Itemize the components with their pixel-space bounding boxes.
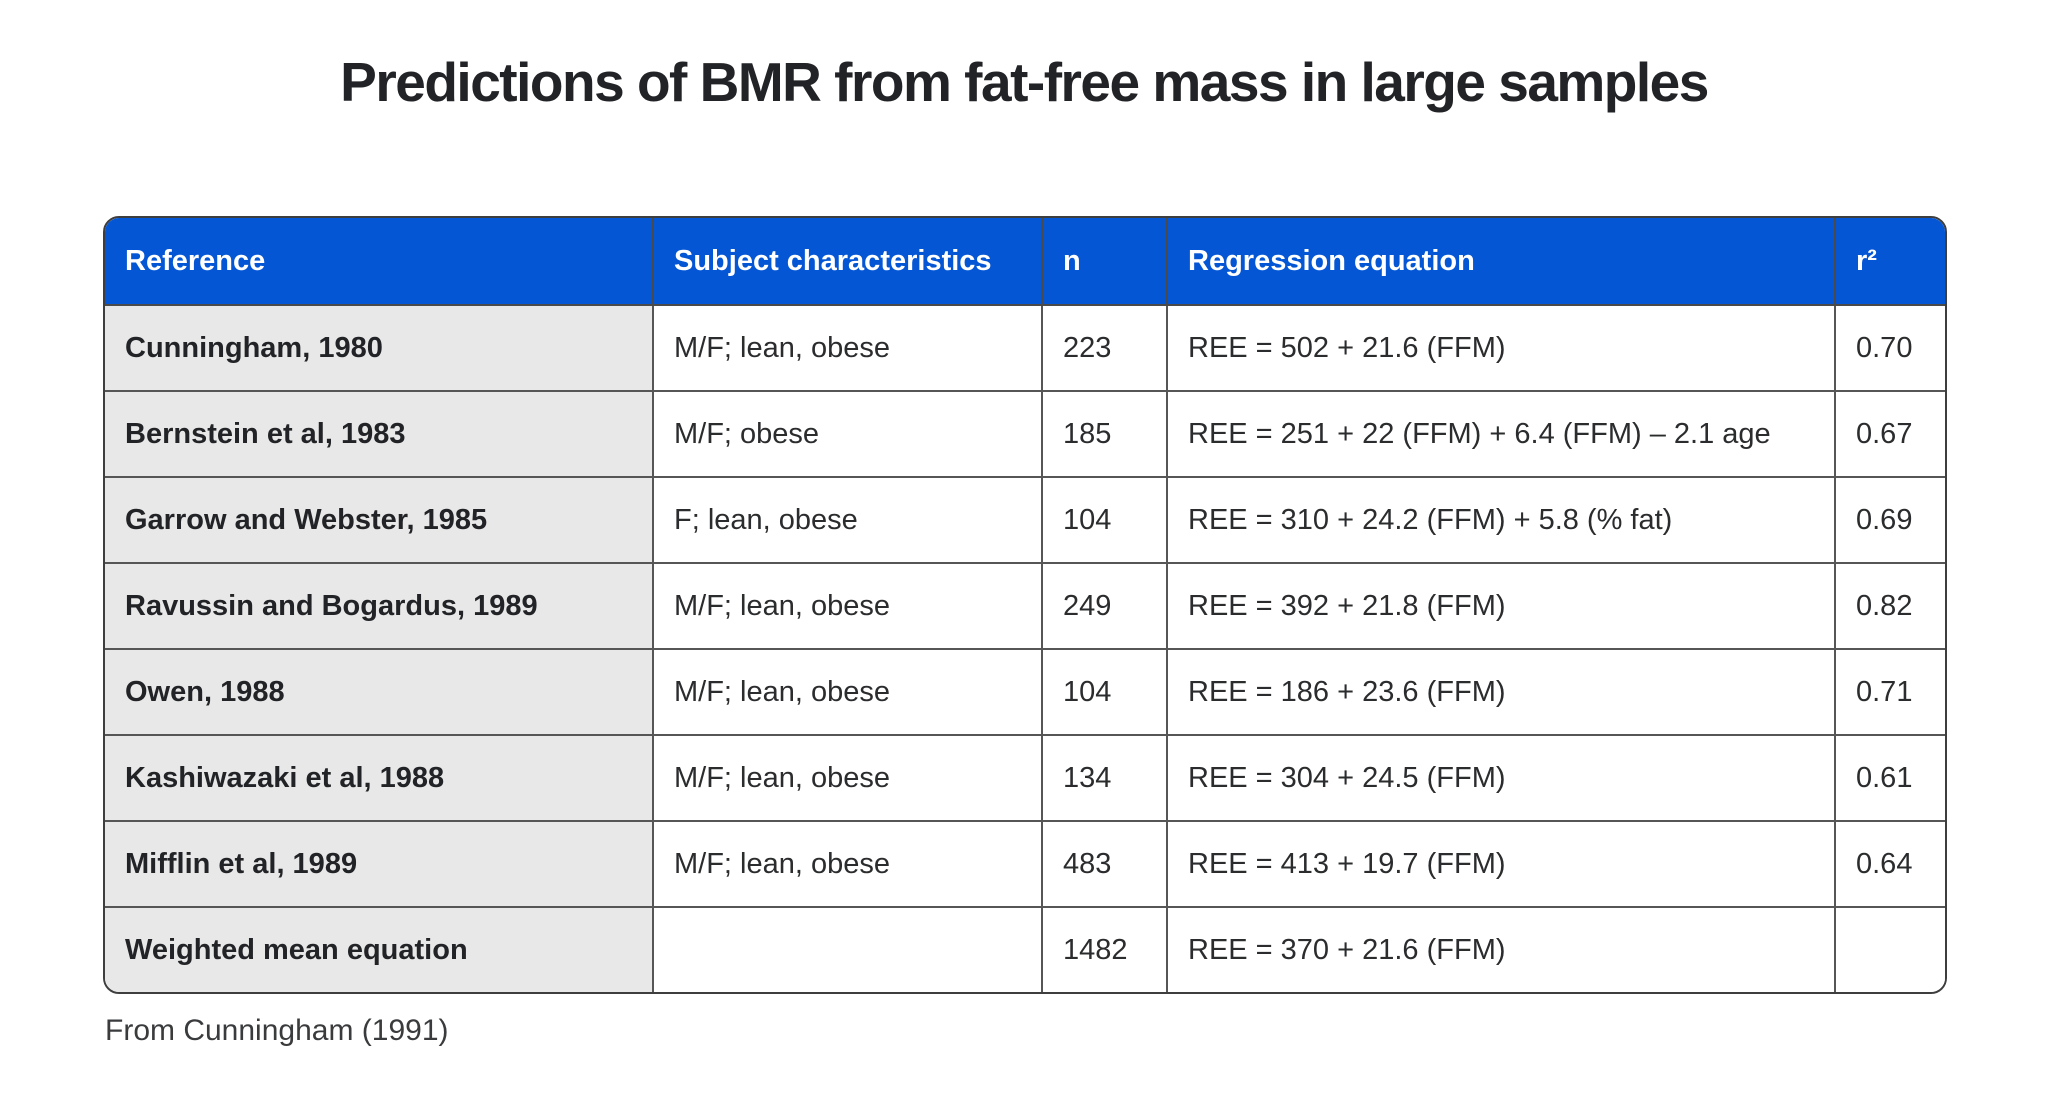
header-row: Reference Subject characteristics n Regr… [105,218,1945,306]
r2-cell: 0.71 [1834,648,1945,736]
n-cell: 104 [1041,476,1168,564]
table-header: Reference Subject characteristics n Regr… [105,218,1945,306]
bmr-predictions-table: Reference Subject characteristics n Regr… [103,216,1947,994]
subjects-cell: F; lean, obese [652,476,1043,564]
column-header-regression-equation: Regression equation [1166,218,1836,306]
table-row: Bernstein et al, 1983 M/F; obese 185 REE… [105,390,1945,478]
table-row: Owen, 1988 M/F; lean, obese 104 REE = 18… [105,648,1945,736]
reference-cell: Weighted mean equation [105,906,654,992]
table-row: Cunningham, 1980 M/F; lean, obese 223 RE… [105,304,1945,392]
column-header-reference: Reference [105,218,654,306]
reference-cell: Ravussin and Bogardus, 1989 [105,562,654,650]
n-cell: 134 [1041,734,1168,822]
data-table: Reference Subject characteristics n Regr… [105,218,1945,992]
column-header-r-squared: r² [1834,218,1945,306]
r2-cell: 0.69 [1834,476,1945,564]
table-row: Ravussin and Bogardus, 1989 M/F; lean, o… [105,562,1945,650]
page-title: Predictions of BMR from fat-free mass in… [340,51,1709,113]
r2-cell: 0.70 [1834,304,1945,392]
n-cell: 185 [1041,390,1168,478]
subjects-cell: M/F; lean, obese [652,820,1043,908]
column-header-n: n [1041,218,1168,306]
equation-cell: REE = 251 + 22 (FFM) + 6.4 (FFM) – 2.1 a… [1166,390,1836,478]
n-cell: 249 [1041,562,1168,650]
r2-cell: 0.82 [1834,562,1945,650]
reference-cell: Owen, 1988 [105,648,654,736]
table-row: Garrow and Webster, 1985 F; lean, obese … [105,476,1945,564]
subjects-cell: M/F; lean, obese [652,304,1043,392]
n-cell: 104 [1041,648,1168,736]
reference-cell: Cunningham, 1980 [105,304,654,392]
r2-cell: 0.67 [1834,390,1945,478]
r2-cell [1834,906,1945,992]
reference-cell: Bernstein et al, 1983 [105,390,654,478]
column-header-subject-characteristics: Subject characteristics [652,218,1043,306]
table-row: Weighted mean equation 1482 REE = 370 + … [105,906,1945,992]
equation-cell: REE = 304 + 24.5 (FFM) [1166,734,1836,822]
subjects-cell: M/F; lean, obese [652,562,1043,650]
table-body: Cunningham, 1980 M/F; lean, obese 223 RE… [105,304,1945,992]
equation-cell: REE = 502 + 21.6 (FFM) [1166,304,1836,392]
r2-cell: 0.64 [1834,820,1945,908]
n-cell: 1482 [1041,906,1168,992]
subjects-cell: M/F; lean, obese [652,648,1043,736]
n-cell: 483 [1041,820,1168,908]
equation-cell: REE = 310 + 24.2 (FFM) + 5.8 (% fat) [1166,476,1836,564]
subjects-cell [652,906,1043,992]
subjects-cell: M/F; obese [652,390,1043,478]
reference-cell: Kashiwazaki et al, 1988 [105,734,654,822]
reference-cell: Mifflin et al, 1989 [105,820,654,908]
reference-cell: Garrow and Webster, 1985 [105,476,654,564]
equation-cell: REE = 392 + 21.8 (FFM) [1166,562,1836,650]
n-cell: 223 [1041,304,1168,392]
equation-cell: REE = 186 + 23.6 (FFM) [1166,648,1836,736]
table-row: Kashiwazaki et al, 1988 M/F; lean, obese… [105,734,1945,822]
equation-cell: REE = 413 + 19.7 (FFM) [1166,820,1836,908]
table-row: Mifflin et al, 1989 M/F; lean, obese 483… [105,820,1945,908]
r2-cell: 0.61 [1834,734,1945,822]
source-note: From Cunningham (1991) [105,1014,449,1047]
subjects-cell: M/F; lean, obese [652,734,1043,822]
equation-cell: REE = 370 + 21.6 (FFM) [1166,906,1836,992]
